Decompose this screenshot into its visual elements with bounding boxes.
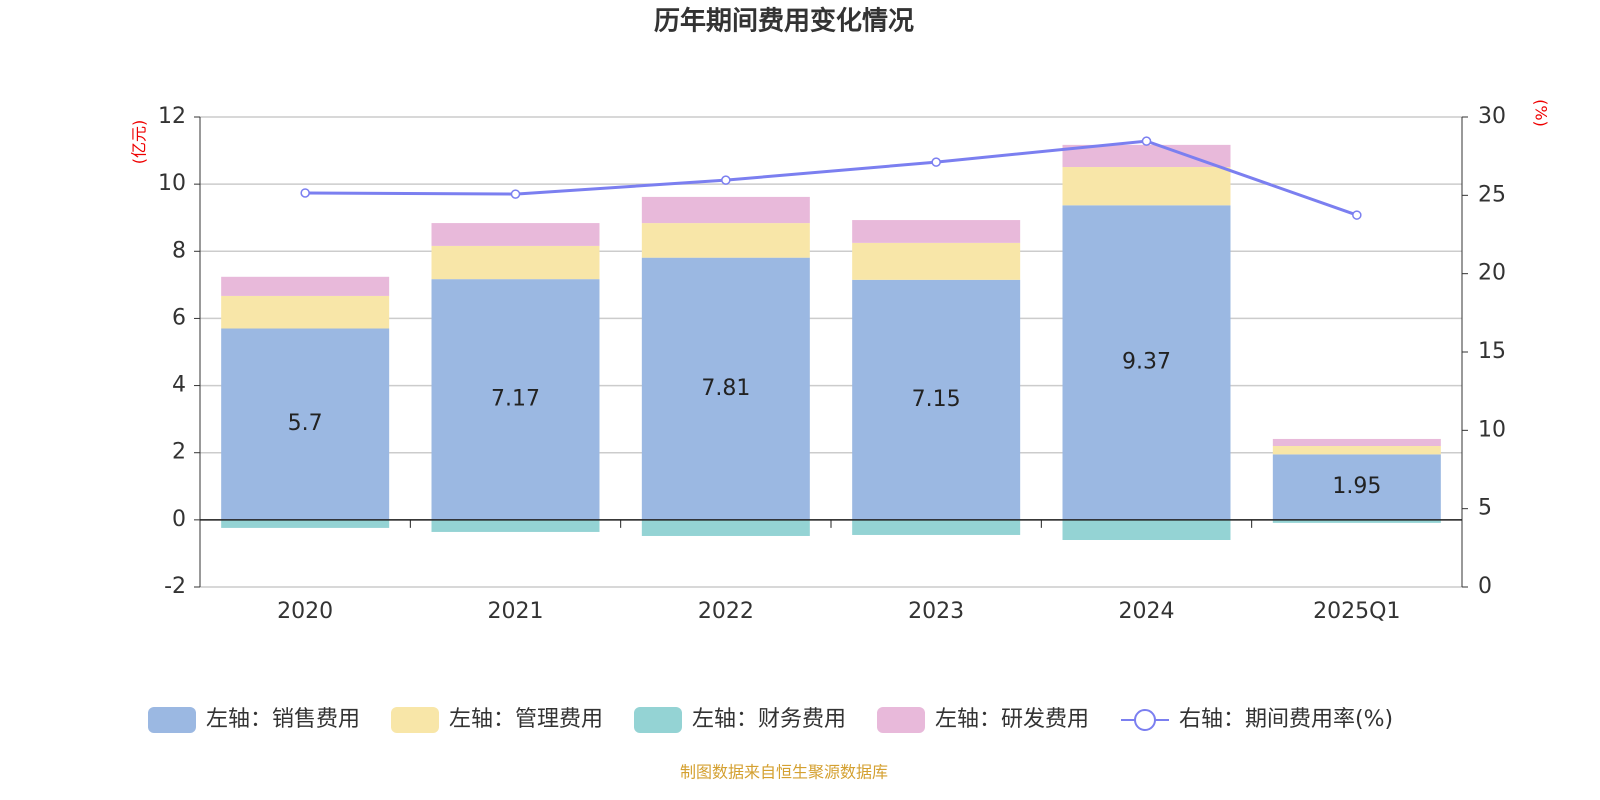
y-tick-label: 4: [172, 373, 186, 398]
bar: [852, 242, 1021, 280]
bar: [431, 223, 600, 246]
bar: [221, 276, 390, 296]
y-tick-label: -2: [164, 574, 186, 599]
y-tick-label: 8: [172, 238, 186, 263]
bar: [1272, 519, 1441, 523]
bar: [641, 519, 810, 536]
legend-swatch: [1134, 709, 1156, 731]
line-point: [931, 157, 941, 167]
bar: [431, 519, 600, 532]
x-tick-label: 2021: [488, 599, 544, 624]
y2-tick-label: 30: [1478, 104, 1506, 129]
y2-tick-label: 0: [1478, 574, 1492, 599]
bar: [221, 328, 390, 520]
chart-title: 历年期间费用变化情况: [654, 6, 914, 37]
bar: [852, 220, 1021, 243]
y2-axis-label: (%): [1532, 99, 1551, 127]
bar: [431, 245, 600, 280]
y2-tick-label: 10: [1478, 417, 1506, 442]
bar: [221, 519, 390, 528]
bar: [1062, 144, 1231, 168]
line-point: [510, 189, 521, 199]
bar: [641, 223, 810, 258]
legend-label: 左轴：财务费用: [692, 707, 846, 732]
y2-tick-label: 15: [1478, 339, 1506, 364]
line-point: [721, 175, 731, 185]
x-tick-label: 2023: [908, 599, 964, 624]
line-point: [1352, 210, 1362, 220]
bar: [852, 279, 1021, 520]
legend-swatch: [391, 707, 439, 733]
y-tick-label: 12: [158, 104, 186, 129]
x-tick-label: 2025Q1: [1313, 599, 1400, 624]
y2-tick-label: 25: [1478, 182, 1506, 207]
data-label: 9.37: [1122, 350, 1171, 375]
bar: [221, 295, 390, 329]
bar: [1272, 454, 1441, 520]
y2-tick-label: 5: [1478, 496, 1492, 521]
legend-label: 左轴：管理费用: [449, 707, 603, 732]
y-axis-label: (亿元): [130, 120, 149, 165]
source-note: 制图数据来自恒生聚源数据库: [680, 763, 888, 782]
legend-swatch: [877, 707, 925, 733]
y-tick-label: 0: [172, 507, 186, 532]
legend-label: 左轴：研发费用: [935, 707, 1089, 732]
data-label: 7.15: [912, 387, 961, 412]
y-tick-label: 6: [172, 305, 186, 330]
data-label: 7.81: [701, 376, 750, 401]
bar: [1272, 446, 1441, 455]
legend-swatch: [634, 707, 682, 733]
x-tick-label: 2020: [277, 599, 333, 624]
line-point: [300, 188, 310, 198]
data-label: 5.7: [288, 411, 323, 436]
legend-label: 左轴：销售费用: [206, 707, 360, 732]
line: [305, 139, 1358, 217]
bar: [1062, 205, 1231, 520]
line-point: [1141, 136, 1152, 146]
legend-swatch: [148, 707, 196, 733]
bar: [641, 196, 810, 224]
bar: [641, 257, 810, 520]
bar: [1062, 167, 1231, 206]
y-tick-label: 10: [158, 171, 186, 196]
x-tick-label: 2022: [698, 599, 754, 624]
y-tick-label: 2: [172, 440, 186, 465]
x-tick-label: 2024: [1119, 599, 1175, 624]
bar: [852, 519, 1021, 535]
bar: [431, 279, 600, 520]
data-label: 7.17: [491, 387, 540, 412]
bar: [1062, 519, 1231, 540]
data-label: 1.95: [1332, 474, 1381, 499]
legend-label: 右轴：期间费用率(%): [1179, 707, 1393, 732]
y2-tick-label: 20: [1478, 261, 1506, 286]
bar: [1272, 438, 1441, 446]
